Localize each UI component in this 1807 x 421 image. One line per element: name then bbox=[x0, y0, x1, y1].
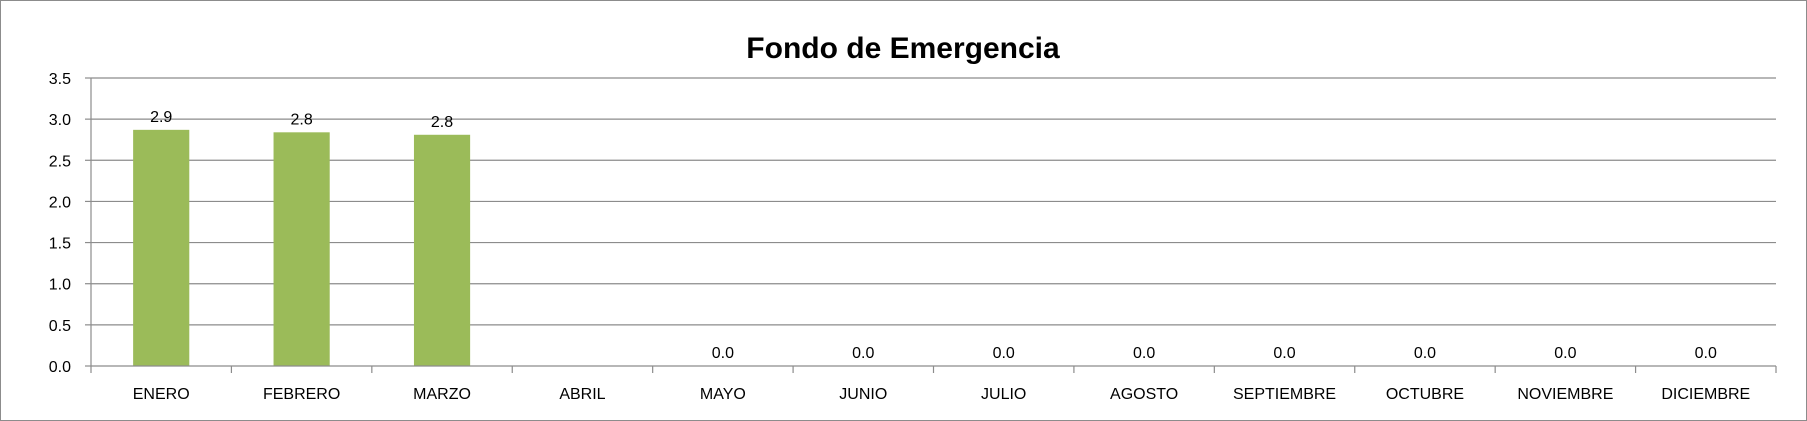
chart-title: Fondo de Emergencia bbox=[746, 32, 1060, 65]
x-tick-label: ABRIL bbox=[559, 386, 605, 403]
bar bbox=[273, 132, 330, 366]
data-label: 0.0 bbox=[1273, 345, 1295, 362]
y-tick-label: 2.5 bbox=[49, 153, 71, 170]
data-label: 0.0 bbox=[993, 345, 1015, 362]
y-tick-label: 3.0 bbox=[49, 112, 71, 129]
x-axis bbox=[90, 78, 1777, 373]
data-label: 2.9 bbox=[150, 109, 172, 126]
x-tick-label: NOVIEMBRE bbox=[1517, 386, 1613, 403]
x-axis-labels: ENERO FEBRERO MARZO ABRIL MAYO JUNIO JULIO AGOS… bbox=[133, 386, 1750, 403]
x-tick-label: JUNIO bbox=[839, 386, 887, 403]
y-tick-label: 1.5 bbox=[49, 236, 71, 253]
data-label: 0.0 bbox=[712, 345, 734, 362]
data-label: 2.8 bbox=[291, 111, 313, 128]
data-label: 0.0 bbox=[1695, 345, 1717, 362]
y-tick-label: 0.0 bbox=[49, 359, 71, 376]
data-labels: 2.9 2.8 2.8 0.0 0.0 0.0 0.0 0.0 0.0 0.0 0.0 bbox=[150, 109, 1717, 362]
y-tick-label: 1.0 bbox=[49, 277, 71, 294]
x-tick-label: DICIEMBRE bbox=[1661, 386, 1750, 403]
bar bbox=[133, 129, 190, 366]
y-axis-ticks: 0.0 0.5 1.0 1.5 2.0 2.5 3.0 3.5 bbox=[49, 71, 91, 376]
y-tick-label: 0.5 bbox=[49, 318, 71, 335]
data-label: 0.0 bbox=[1554, 345, 1576, 362]
y-tick-label: 3.5 bbox=[49, 71, 71, 88]
y-tick-label: 2.0 bbox=[49, 194, 71, 211]
bars bbox=[133, 129, 471, 366]
x-tick-label: FEBRERO bbox=[263, 386, 340, 403]
x-tick-label: JULIO bbox=[981, 386, 1026, 403]
data-label: 0.0 bbox=[1133, 345, 1155, 362]
x-tick-label: MARZO bbox=[413, 386, 471, 403]
data-label: 0.0 bbox=[852, 345, 874, 362]
data-label: 0.0 bbox=[1414, 345, 1436, 362]
gridlines bbox=[91, 77, 1776, 326]
x-tick-label: ENERO bbox=[133, 386, 190, 403]
data-label: 2.8 bbox=[431, 114, 453, 131]
x-tick-label: AGOSTO bbox=[1110, 386, 1178, 403]
x-tick-label: SEPTIEMBRE bbox=[1233, 386, 1336, 403]
bar bbox=[413, 134, 471, 366]
x-tick-label: MAYO bbox=[700, 386, 746, 403]
x-tick-label: OCTUBRE bbox=[1386, 386, 1464, 403]
